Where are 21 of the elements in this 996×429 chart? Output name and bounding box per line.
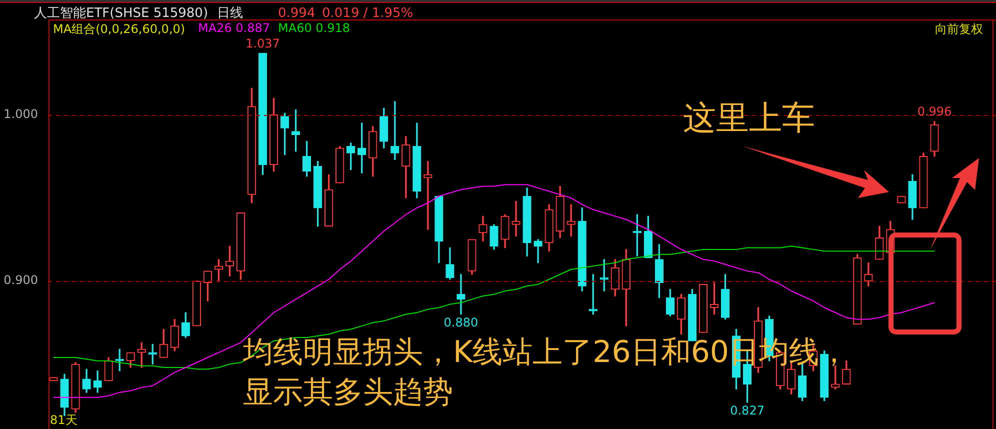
y-tick-label: 1.000 bbox=[4, 106, 38, 121]
candlestick bbox=[424, 160, 432, 230]
y-tick-label: 0.900 bbox=[4, 273, 38, 288]
candlestick bbox=[512, 200, 520, 236]
annotation: 向前复权 bbox=[935, 21, 983, 37]
text: MA60 0.918 bbox=[278, 21, 350, 35]
annotation: 0.880 bbox=[444, 315, 478, 330]
candlestick bbox=[534, 239, 542, 264]
annotation: MA组合(0,0,26,60,0,0) bbox=[53, 21, 186, 37]
annotation: 这里上车 bbox=[683, 98, 815, 138]
annotation: 显示其多头趋势 bbox=[243, 374, 453, 412]
candlestick bbox=[456, 274, 466, 315]
annotation: 0.996 bbox=[917, 104, 952, 119]
annotation: 0.827 bbox=[730, 404, 764, 418]
annotation: 日线 bbox=[217, 6, 243, 22]
chart-title: 人工智能ETF(SHSE 515980) bbox=[34, 6, 208, 22]
annotation: 0.019 / 1.95% bbox=[322, 6, 414, 22]
annotation: 81天 bbox=[50, 412, 78, 428]
text: MA26 0.887 bbox=[198, 21, 270, 35]
annotation: 0.994 bbox=[278, 6, 316, 22]
annotation: 1.037 bbox=[246, 36, 280, 50]
